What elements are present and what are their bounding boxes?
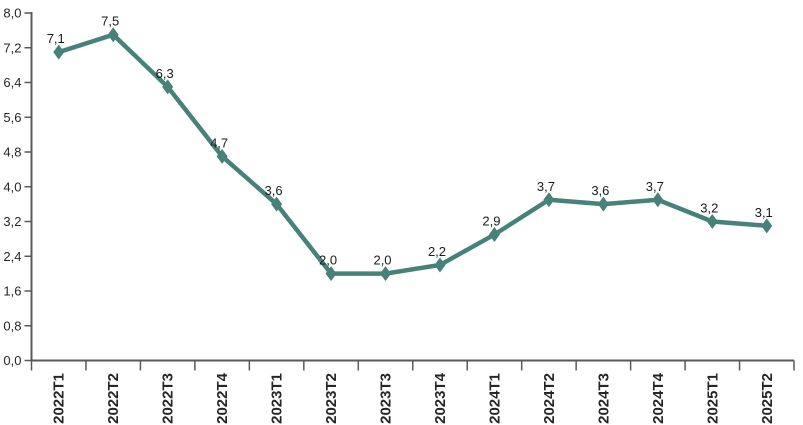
x-category-label: 2025T2	[759, 373, 776, 424]
data-point-label: 3,7	[646, 179, 664, 194]
y-tick-label: 6,4	[3, 75, 21, 90]
x-category-label: 2022T2	[105, 373, 122, 424]
data-point-marker	[652, 192, 664, 208]
x-category-label: 2022T1	[51, 373, 68, 424]
y-tick-label: 1,6	[3, 284, 21, 299]
data-point-marker	[325, 266, 337, 282]
data-point-marker	[380, 266, 392, 282]
data-point-label: 3,6	[591, 183, 609, 198]
data-point-label: 2,2	[428, 244, 446, 259]
y-tick-label: 7,2	[3, 40, 21, 55]
x-category-label: 2025T1	[704, 373, 721, 424]
data-point-label: 4,7	[210, 135, 228, 150]
x-category-label: 2023T2	[323, 373, 340, 424]
data-point-label: 2,0	[373, 253, 391, 268]
x-category-label: 2023T1	[269, 373, 286, 424]
data-point-marker	[107, 27, 119, 43]
x-category-label: 2023T4	[432, 372, 449, 424]
y-tick-label: 0,8	[3, 318, 21, 333]
data-point-marker	[761, 218, 773, 234]
x-category-label: 2024T3	[595, 373, 612, 424]
y-axis: 0,0 0,8 1,6 2,4 3,2 4,0 4,8 5,6 6,4 7,2 8,0	[3, 6, 32, 368]
data-point-label: 7,5	[101, 14, 119, 29]
data-point-label: 6,3	[156, 66, 174, 81]
x-category-label: 2024T1	[486, 373, 503, 424]
data-point-label: 3,7	[537, 179, 555, 194]
data-point-label: 3,6	[265, 183, 283, 198]
series: 7,1 7,5 6,3 4,7 3,6 2,0 2,0 2,2 2,9 3,7 3,6 3,7 3,2 3…	[47, 14, 773, 282]
y-tick-label: 8,0	[3, 6, 21, 21]
data-point-label: 2,9	[482, 214, 500, 229]
series-line	[56, 32, 770, 276]
x-category-label: 2023T3	[378, 373, 395, 424]
y-tick-label: 5,6	[3, 110, 21, 125]
data-point-marker	[271, 196, 283, 212]
data-point-marker	[53, 44, 65, 60]
data-point-label: 3,2	[700, 201, 718, 216]
x-category-label: 2022T3	[160, 373, 177, 424]
data-point-marker	[597, 196, 609, 212]
data-point-marker	[162, 79, 174, 95]
data-point-marker	[434, 257, 446, 273]
data-point-marker	[543, 192, 555, 208]
y-tick-label: 4,8	[3, 145, 21, 160]
y-tick-label: 3,2	[3, 214, 21, 229]
data-point-marker	[488, 227, 500, 243]
data-point-marker	[216, 148, 228, 164]
y-tick-label: 2,4	[3, 249, 21, 264]
x-category-label: 2024T4	[650, 372, 667, 424]
data-point-label: 7,1	[47, 31, 65, 46]
data-point-label: 3,1	[755, 205, 773, 220]
y-tick-label: 4,0	[3, 179, 21, 194]
y-tick-label: 0,0	[3, 353, 21, 368]
x-axis: 2022T1 2022T2 2022T3 2022T4 2023T1 2023T2 2023…	[30, 360, 795, 424]
data-point-marker	[706, 214, 718, 229]
data-point-label: 2,0	[319, 253, 337, 268]
x-category-label: 2022T4	[214, 372, 231, 424]
x-category-label: 2024T2	[541, 373, 558, 424]
